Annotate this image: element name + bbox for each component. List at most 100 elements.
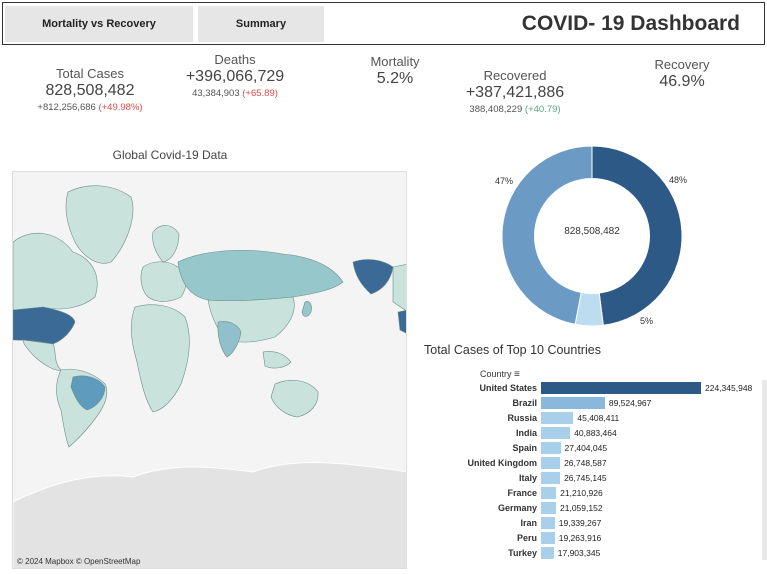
donut-center-label: 828,508,482 bbox=[564, 226, 620, 237]
bar-row[interactable]: Brazil 89,524,967 bbox=[420, 396, 767, 410]
kpi-recovery-value: 46.9% bbox=[659, 73, 705, 90]
bar[interactable] bbox=[541, 382, 701, 394]
bar-category-label: Germany bbox=[497, 503, 537, 513]
bar-category-label: Peru bbox=[516, 533, 537, 543]
tab-summary[interactable]: Summary bbox=[198, 6, 324, 42]
bar-category-label: France bbox=[507, 488, 537, 498]
bar[interactable] bbox=[541, 427, 571, 439]
bar-row[interactable]: France 21,210,926 bbox=[420, 486, 767, 500]
landmass-brazil bbox=[70, 375, 106, 411]
map-attribution: © 2024 Mapbox © OpenStreetMap bbox=[17, 557, 141, 566]
landmass-scandinavia bbox=[152, 225, 180, 263]
bar-value-label: 224,345,948 bbox=[705, 383, 753, 393]
bar-value-label: 40,883,464 bbox=[574, 428, 617, 438]
bar[interactable] bbox=[541, 547, 554, 559]
landmass-india bbox=[217, 321, 242, 358]
bar-category-label: Turkey bbox=[508, 548, 537, 558]
landmass-europe bbox=[140, 261, 187, 302]
bar-row[interactable]: Germany 21,059,152 bbox=[420, 501, 767, 515]
kpi-recovered-label: Recovered bbox=[483, 68, 547, 83]
bar-value-label: 45,408,411 bbox=[577, 413, 620, 423]
kpi-recovery-label: Recovery bbox=[654, 57, 710, 72]
bar-category-label: United States bbox=[479, 383, 537, 393]
kpi-deaths-sub-value: 43,384,903 bbox=[192, 88, 240, 99]
bar-category-label: Italy bbox=[518, 473, 537, 483]
landmass-japan bbox=[301, 301, 312, 317]
landmass-usa-right bbox=[397, 310, 406, 334]
donut-label-other: 47% bbox=[495, 176, 514, 186]
world-map-canvas bbox=[13, 185, 406, 568]
bar-category-label: India bbox=[515, 428, 537, 438]
bar-category-label: Russia bbox=[507, 413, 537, 423]
bar-row[interactable]: Peru 19,263,916 bbox=[420, 531, 767, 545]
bar[interactable] bbox=[541, 502, 557, 514]
kpi-recovered: Recovered +387,421,886 388,408,229 (+40.… bbox=[445, 68, 585, 115]
bar-row[interactable]: Spain 27,404,045 bbox=[420, 441, 767, 455]
country-axis-label: Country bbox=[480, 369, 512, 379]
bar-value-label: 21,059,152 bbox=[560, 503, 603, 513]
bar-row[interactable]: Russia 45,408,411 bbox=[420, 411, 767, 425]
landmass-greenland bbox=[65, 185, 134, 264]
bar-value-label: 89,524,967 bbox=[608, 398, 652, 408]
sort-icon[interactable]: ≡ bbox=[514, 369, 520, 380]
bar-value-label: 26,748,587 bbox=[564, 458, 607, 468]
bar-value-label: 19,339,267 bbox=[558, 518, 602, 528]
landmass-alaska bbox=[352, 259, 394, 295]
bar-row[interactable]: India 40,883,464 bbox=[420, 426, 767, 440]
landmass-africa bbox=[131, 304, 190, 413]
kpi-mortality: Mortality 5.2% bbox=[345, 54, 445, 88]
kpi-deaths-change: (+65.89) bbox=[242, 88, 278, 99]
kpi-total-cases-value: 828,508,482 bbox=[45, 82, 135, 99]
top-bar: Mortality vs Recovery Summary COVID- 19 … bbox=[2, 2, 765, 45]
country-axis-header[interactable]: Country ≡ bbox=[480, 369, 520, 380]
kpi-recovered-change: (+40.79) bbox=[524, 104, 561, 115]
bar-category-label: Brazil bbox=[512, 398, 537, 408]
kpi-deaths: Deaths +396,066,729 43,384,903 (+65.89) bbox=[165, 52, 305, 99]
map-title: Global Covid-19 Data bbox=[112, 148, 228, 162]
bar[interactable] bbox=[541, 532, 555, 544]
kpi-deaths-label: Deaths bbox=[214, 52, 256, 67]
landmass-southeast-asia bbox=[262, 351, 292, 369]
bar-row[interactable]: Iran 19,339,267 bbox=[420, 516, 767, 530]
bar-value-label: 17,903,345 bbox=[557, 548, 601, 558]
world-map[interactable]: © 2024 Mapbox © OpenStreetMap bbox=[12, 171, 407, 569]
bar[interactable] bbox=[541, 517, 555, 529]
donut-hole bbox=[534, 178, 650, 294]
donut-label-mortality: 5% bbox=[640, 316, 654, 326]
kpi-total-cases-label: Total Cases bbox=[56, 66, 124, 81]
landmass-usa bbox=[13, 306, 76, 345]
bar-value-label: 26,745,145 bbox=[564, 473, 607, 483]
bar-chart-scrollbar[interactable] bbox=[762, 380, 767, 560]
bar[interactable] bbox=[541, 397, 605, 409]
kpi-total-cases-sub: +812,256,686 (+49.98%) bbox=[20, 102, 160, 113]
landmass-russia bbox=[177, 249, 344, 302]
bar-value-label: 19,263,916 bbox=[558, 533, 602, 543]
bar-value-label: 27,404,045 bbox=[564, 443, 608, 453]
kpi-total-cases-sub-value: +812,256,686 bbox=[37, 102, 96, 113]
kpi-total-cases-change: (+49.98%) bbox=[98, 102, 143, 113]
kpi-recovered-sub: 388,408,229 (+40.79) bbox=[445, 104, 585, 115]
bar-row[interactable]: Turkey 17,903,345 bbox=[420, 546, 767, 560]
bar-category-label: United Kingdom bbox=[467, 458, 538, 468]
kpi-recovered-sub-value: 388,408,229 bbox=[469, 104, 523, 115]
bar[interactable] bbox=[541, 457, 561, 469]
bar-chart-title: Total Cases of Top 10 Countries bbox=[424, 343, 601, 357]
bar-category-label: Iran bbox=[520, 518, 537, 528]
bar[interactable] bbox=[541, 412, 574, 424]
kpi-recovery: Recovery 46.9% bbox=[632, 57, 732, 91]
bar[interactable] bbox=[541, 442, 561, 454]
landmass-canada-right bbox=[392, 264, 406, 312]
bar-value-label: 21,210,926 bbox=[560, 488, 603, 498]
bar-row[interactable]: United Kingdom 26,748,587 bbox=[420, 456, 767, 470]
kpi-mortality-label: Mortality bbox=[370, 54, 420, 69]
bar-row[interactable]: United States 224,345,948 bbox=[420, 381, 767, 395]
donut-chart bbox=[501, 145, 683, 327]
landmass-antarctica bbox=[13, 462, 406, 568]
tab-mortality-vs-recovery[interactable]: Mortality vs Recovery bbox=[5, 6, 193, 42]
bar-row[interactable]: Italy 26,745,145 bbox=[420, 471, 767, 485]
landmass-australia bbox=[270, 379, 319, 418]
landmass-central-america bbox=[22, 339, 62, 371]
bar[interactable] bbox=[541, 472, 561, 484]
dashboard-title: COVID- 19 Dashboard bbox=[521, 12, 740, 35]
bar[interactable] bbox=[541, 487, 557, 499]
